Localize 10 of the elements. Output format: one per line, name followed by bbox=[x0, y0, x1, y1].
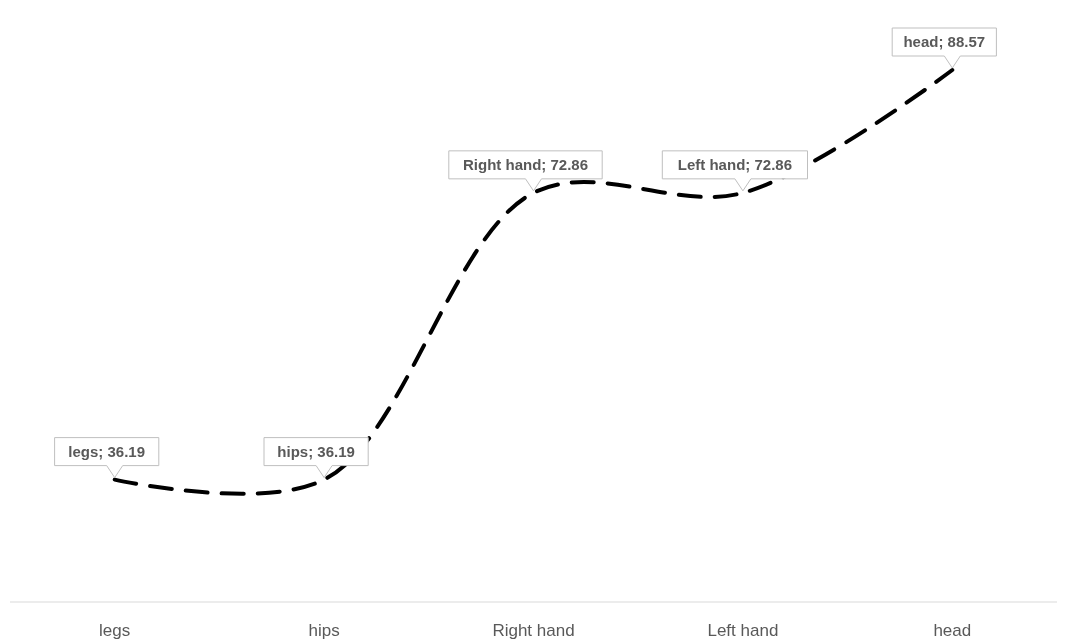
x-tick-label: Left hand bbox=[707, 621, 779, 640]
x-tick-label: Right hand bbox=[492, 621, 575, 640]
data-label: hips; 36.19 bbox=[277, 442, 355, 460]
data-label: Left hand; 72.86 bbox=[677, 155, 792, 173]
x-tick-label: head bbox=[933, 621, 972, 640]
x-tick-label: hips bbox=[308, 621, 340, 640]
data-label: legs; 36.19 bbox=[68, 442, 146, 460]
data-label: Right hand; 72.86 bbox=[462, 155, 589, 173]
x-tick-label: legs bbox=[99, 621, 131, 640]
data-label: head; 88.57 bbox=[903, 33, 986, 50]
